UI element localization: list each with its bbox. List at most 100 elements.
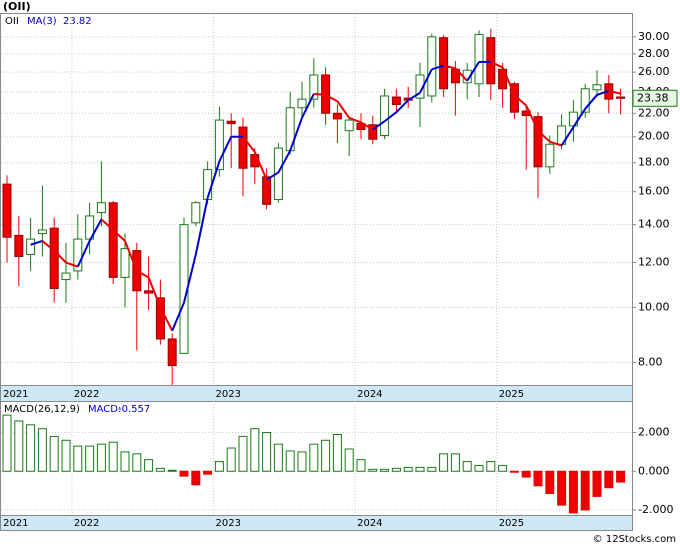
ma-segment xyxy=(30,240,43,246)
ma-segment xyxy=(242,136,256,153)
macd-bar xyxy=(521,470,531,478)
ma-segment xyxy=(549,140,562,147)
ma-segment xyxy=(53,249,67,264)
macd-bar xyxy=(214,461,224,472)
ma-segment xyxy=(76,240,91,268)
y-tick-label: 26.00 xyxy=(638,65,670,78)
ma-segment xyxy=(88,218,103,242)
ma-segment xyxy=(289,117,303,152)
macd-bar xyxy=(49,435,59,472)
candle-body xyxy=(391,96,401,105)
macd-bar xyxy=(238,435,248,472)
macd-x-band xyxy=(0,515,633,531)
macd-bar xyxy=(498,464,508,472)
x-tick-label: 2024 xyxy=(357,389,382,400)
macd-bar xyxy=(509,470,519,473)
candle-body xyxy=(108,202,118,278)
macd-bar xyxy=(262,432,272,472)
macd-bar xyxy=(309,443,319,472)
ma-segment xyxy=(100,218,114,231)
macd-bar xyxy=(2,414,12,472)
macd-legend-prefix: MACD: xyxy=(88,404,121,415)
ticker-label: OII xyxy=(5,16,19,27)
macd-bar xyxy=(250,428,260,472)
ma-segment xyxy=(336,100,351,119)
macd-bar xyxy=(592,470,602,497)
macd-bar xyxy=(474,464,484,472)
ma-segment xyxy=(360,121,374,131)
candle-body xyxy=(368,124,378,140)
macd-bar xyxy=(61,439,71,472)
credit: © 12Stocks.com xyxy=(593,534,676,545)
macd-bar xyxy=(427,466,437,472)
candle-body xyxy=(73,238,83,272)
macd-bar xyxy=(179,470,189,477)
macd-bar xyxy=(557,470,567,506)
macd-bar xyxy=(332,433,342,472)
candle-body xyxy=(297,98,307,109)
macd-bar xyxy=(568,470,578,514)
chart-title: (OII) xyxy=(3,0,31,13)
candle-body xyxy=(380,95,390,137)
x-tick-label: 2021 xyxy=(3,518,28,529)
macd-bar xyxy=(273,443,283,472)
macd-bar xyxy=(439,453,449,472)
macd-bar xyxy=(604,470,614,489)
ma-segment xyxy=(407,92,421,102)
candle-body xyxy=(332,112,342,120)
candle-body xyxy=(61,272,71,281)
ma-segment xyxy=(431,64,444,71)
macd-legend-value: -0.557 xyxy=(118,404,150,415)
candle-body xyxy=(262,176,272,205)
ma-segment xyxy=(513,94,527,107)
ma-segment xyxy=(395,99,409,113)
ma-segment xyxy=(206,161,221,199)
candle-body xyxy=(592,84,602,91)
ma-segment xyxy=(124,240,138,272)
ma-segment xyxy=(147,277,162,308)
ma-segment xyxy=(560,126,575,147)
macd-bar xyxy=(132,453,142,472)
y-tick-label: -2.000 xyxy=(638,503,673,516)
y-tick-label: 10.00 xyxy=(638,300,670,313)
macd-bar xyxy=(462,461,472,472)
ma-segment xyxy=(537,129,551,143)
candle-body xyxy=(144,290,154,294)
x-tick-label: 2025 xyxy=(499,518,524,529)
ma-segment xyxy=(466,61,480,82)
ma-segment xyxy=(41,240,55,252)
candle-body xyxy=(238,126,248,169)
candle-body xyxy=(167,338,177,367)
ma-legend-value: 23.82 xyxy=(63,16,92,27)
macd-bar xyxy=(616,470,626,483)
y-tick-label: 28.00 xyxy=(638,47,670,60)
macd-bar xyxy=(344,448,354,472)
macd-bar xyxy=(120,451,130,472)
ma-segment xyxy=(584,94,598,110)
y-tick-label: 22.00 xyxy=(638,106,670,119)
candle-body xyxy=(120,248,130,278)
macd-bar xyxy=(533,470,543,487)
ma-segment xyxy=(253,151,268,181)
macd-bar xyxy=(297,451,307,472)
ma-segment xyxy=(596,89,610,96)
macd-bar xyxy=(26,424,36,472)
ma-segment xyxy=(301,93,315,119)
x-tick-label: 2022 xyxy=(74,518,99,529)
y-tick-label: 20.00 xyxy=(638,130,670,143)
y-tick-label: 30.00 xyxy=(638,30,670,43)
ma-segment xyxy=(525,105,539,132)
x-tick-label: 2023 xyxy=(216,518,241,529)
candle-body xyxy=(616,96,626,99)
candle-body xyxy=(439,37,449,90)
candle-body xyxy=(533,116,543,168)
candle-body xyxy=(214,119,224,171)
macd-bar xyxy=(73,445,83,472)
macd-bar xyxy=(380,468,390,472)
ma-segment xyxy=(608,89,621,95)
ma-segment xyxy=(572,108,587,128)
x-tick-label: 2022 xyxy=(74,389,99,400)
x-tick-label: 2023 xyxy=(216,389,241,400)
macd-bar xyxy=(450,453,460,472)
